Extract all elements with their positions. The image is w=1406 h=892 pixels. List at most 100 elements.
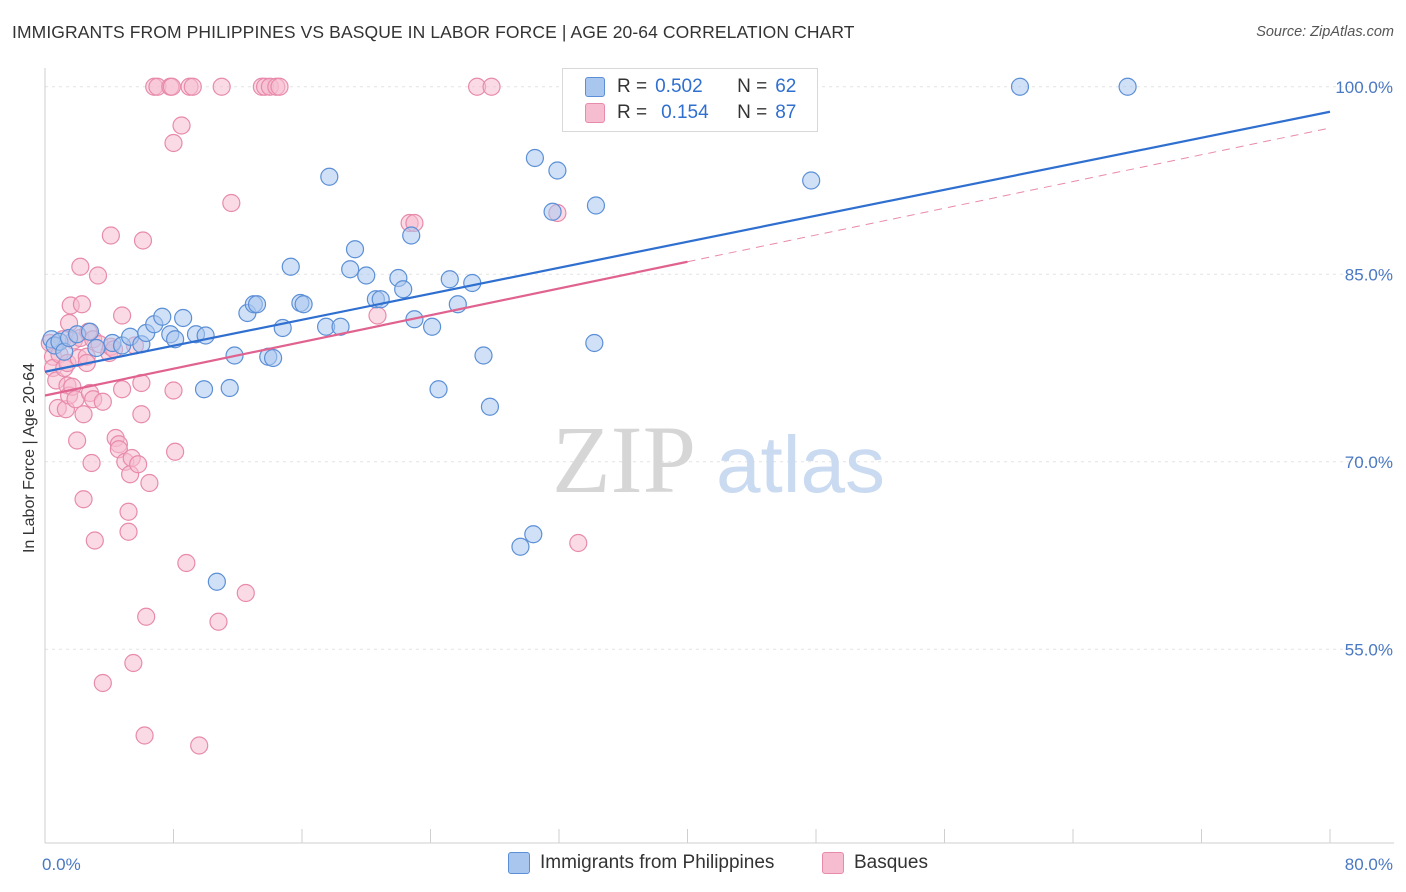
- data-point-philippines: [480, 397, 500, 416]
- data-point-philippines: [247, 295, 267, 314]
- legend-swatch-blue: [508, 852, 530, 874]
- data-point-philippines: [174, 308, 193, 328]
- legend-r-value: 0.154: [661, 102, 709, 123]
- data-point-basques: [140, 473, 159, 493]
- data-point-philippines: [1118, 77, 1137, 96]
- data-point-basques: [71, 257, 90, 276]
- data-point-philippines: [331, 317, 350, 336]
- trend-extension-basques: [687, 127, 1331, 263]
- data-point-philippines: [357, 266, 376, 285]
- data-point-philippines: [802, 171, 821, 190]
- chart-title: IMMIGRANTS FROM PHILIPPINES VS BASQUE IN…: [12, 22, 855, 42]
- data-point-basques: [236, 583, 255, 603]
- x-tick-labels: 0.0% 80.0%: [42, 855, 1393, 874]
- data-point-philippines: [524, 525, 543, 544]
- data-point-basques: [129, 455, 148, 474]
- data-point-basques: [270, 77, 289, 96]
- data-point-philippines: [1010, 77, 1030, 96]
- data-point-philippines: [586, 196, 606, 215]
- data-point-philippines: [474, 346, 493, 365]
- data-point-philippines: [80, 322, 100, 341]
- data-point-philippines: [341, 260, 360, 279]
- legend-item-philippines[interactable]: Immigrants from Philippines: [508, 852, 774, 874]
- legend-item-basques[interactable]: Basques: [822, 852, 928, 874]
- data-point-basques: [74, 405, 93, 424]
- data-point-basques: [166, 442, 185, 461]
- legend-swatch-pink: [585, 103, 605, 123]
- data-point-basques: [101, 226, 120, 245]
- data-point-basques: [112, 306, 132, 325]
- data-point-philippines: [543, 202, 562, 221]
- trend-line-basques: [44, 260, 688, 397]
- legend-n-value: 87: [775, 102, 797, 123]
- legend-n-label: N =: [737, 102, 768, 123]
- data-point-philippines: [207, 572, 226, 591]
- data-point-basques: [177, 553, 196, 573]
- data-point-philippines: [281, 257, 300, 276]
- watermark-atlas: atlas: [716, 420, 885, 509]
- y-axis-label: In Labor Force | Age 20-64: [21, 363, 38, 553]
- data-point-basques: [162, 77, 181, 96]
- legend-n-value: 62: [775, 76, 797, 97]
- series-legend: Immigrants from Philippines Basques: [0, 852, 1406, 878]
- legend-row-philippines: R = 0.502 N = 62: [585, 75, 796, 99]
- data-point-basques: [68, 431, 87, 450]
- data-point-philippines: [263, 348, 283, 368]
- data-point-basques: [222, 193, 241, 213]
- y-tick-label: 100.0%: [1335, 78, 1393, 97]
- data-point-basques: [74, 490, 93, 509]
- data-point-basques: [212, 77, 231, 96]
- data-point-basques: [164, 381, 183, 400]
- data-point-philippines: [511, 537, 530, 556]
- data-point-basques: [209, 612, 228, 631]
- legend-row-basques: R = 0.154 N = 87: [585, 101, 796, 125]
- data-point-philippines: [394, 280, 413, 299]
- data-point-philippines: [194, 380, 214, 399]
- trend-line-philippines: [44, 110, 1331, 373]
- legend-r-label: R =: [617, 76, 648, 97]
- data-point-basques: [124, 653, 143, 673]
- watermark-zip: ZIP: [552, 406, 696, 513]
- correlation-legend: R = 0.502 N = 62 R = 0.154 N = 87: [562, 68, 818, 132]
- data-point-basques: [93, 392, 112, 411]
- data-point-philippines: [402, 226, 421, 245]
- data-point-basques: [135, 726, 154, 745]
- y-tick-labels: 100.0% 85.0% 70.0% 55.0%: [1335, 78, 1393, 660]
- data-point-philippines: [429, 380, 448, 399]
- y-tick-label: 55.0%: [1345, 640, 1393, 659]
- legend-r-label: R =: [617, 102, 648, 123]
- data-point-basques: [132, 405, 151, 424]
- grid-lines: [45, 86, 1394, 650]
- legend-r-value: 0.502: [655, 76, 703, 97]
- legend-label-philippines: Immigrants from Philippines: [540, 852, 775, 873]
- data-point-basques: [85, 531, 104, 550]
- data-point-basques: [82, 453, 101, 473]
- legend-n-label: N =: [737, 76, 768, 97]
- data-point-basques: [112, 380, 132, 399]
- data-point-philippines: [294, 295, 313, 314]
- legend-label-basques: Basques: [854, 852, 928, 873]
- data-point-philippines: [585, 333, 604, 353]
- data-point-basques: [172, 116, 191, 135]
- legend-swatch-blue: [585, 77, 605, 97]
- trend-lines: [44, 110, 1331, 397]
- data-point-basques: [119, 522, 138, 541]
- axes: [44, 68, 1394, 844]
- y-tick-label: 85.0%: [1345, 265, 1393, 284]
- data-point-basques: [190, 736, 209, 755]
- data-point-basques: [137, 607, 156, 626]
- data-point-basques: [183, 77, 202, 96]
- data-point-philippines: [87, 338, 106, 358]
- series-basques: [40, 77, 588, 755]
- source-label: Source: ZipAtlas.com: [1256, 24, 1394, 40]
- data-point-basques: [569, 533, 588, 553]
- data-point-basques: [119, 502, 138, 521]
- data-point-philippines: [423, 317, 442, 336]
- data-point-philippines: [220, 378, 239, 398]
- series-philippines: [42, 77, 1137, 591]
- x-tick-label: 80.0%: [1345, 855, 1393, 874]
- data-point-basques: [88, 266, 108, 285]
- data-point-philippines: [548, 161, 567, 180]
- data-point-philippines: [440, 270, 459, 289]
